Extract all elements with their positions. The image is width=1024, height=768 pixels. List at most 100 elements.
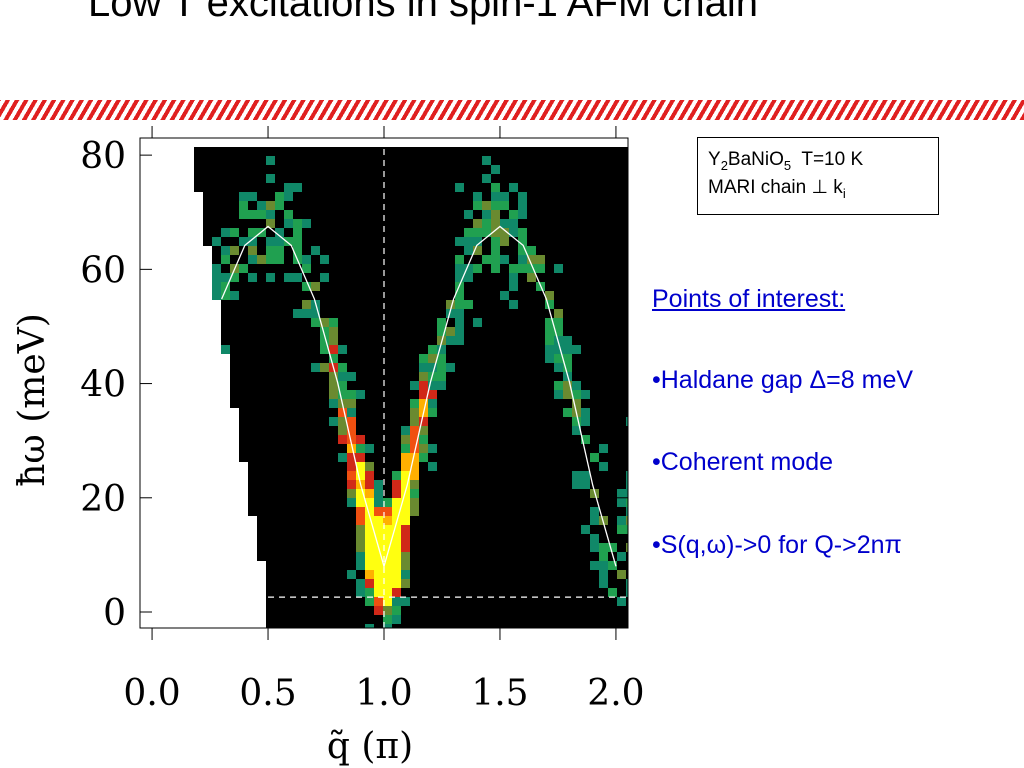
heat-cell bbox=[356, 570, 365, 579]
heat-cell bbox=[356, 282, 365, 291]
heat-cell bbox=[410, 408, 419, 417]
heat-cell bbox=[500, 408, 509, 417]
heat-cell bbox=[248, 309, 257, 318]
heat-cell bbox=[608, 273, 617, 282]
heat-cell bbox=[212, 246, 221, 255]
heat-cell bbox=[599, 408, 608, 417]
heat-cell bbox=[599, 543, 608, 552]
heat-cell bbox=[392, 264, 401, 273]
heat-cell bbox=[626, 507, 628, 516]
heat-cell bbox=[437, 507, 446, 516]
heat-cell bbox=[392, 453, 401, 462]
heat-cell bbox=[590, 327, 599, 336]
heat-cell bbox=[329, 336, 338, 345]
heat-cell bbox=[257, 480, 266, 489]
heat-cell bbox=[374, 435, 383, 444]
heat-cell bbox=[437, 552, 446, 561]
heat-cell bbox=[329, 606, 338, 615]
heat-cell bbox=[464, 381, 473, 390]
heat-cell bbox=[545, 597, 554, 606]
legend-sub: i bbox=[842, 185, 846, 201]
heat-cell bbox=[365, 624, 374, 628]
heat-cell bbox=[212, 264, 221, 273]
heat-cell bbox=[419, 435, 428, 444]
heat-cell bbox=[482, 579, 491, 588]
heat-cell bbox=[266, 570, 275, 579]
heat-cell bbox=[275, 516, 284, 525]
heat-cell bbox=[437, 570, 446, 579]
heat-cell bbox=[401, 435, 410, 444]
heat-cell bbox=[446, 264, 455, 273]
heat-cell bbox=[527, 597, 536, 606]
heat-cell bbox=[428, 354, 437, 363]
heat-cell bbox=[266, 210, 275, 219]
heat-cell bbox=[491, 408, 500, 417]
heat-cell bbox=[401, 336, 410, 345]
heat-cell bbox=[617, 480, 626, 489]
heat-cell bbox=[203, 237, 212, 246]
heat-cell bbox=[347, 300, 356, 309]
heat-cell bbox=[365, 507, 374, 516]
heat-cell bbox=[311, 381, 320, 390]
heat-cell bbox=[311, 579, 320, 588]
heat-cell bbox=[527, 192, 536, 201]
heat-cell bbox=[320, 561, 329, 570]
heat-cell bbox=[581, 615, 590, 624]
heat-cell bbox=[599, 264, 608, 273]
heat-cell bbox=[608, 525, 617, 534]
heat-cell bbox=[311, 309, 320, 318]
heat-cell bbox=[536, 363, 545, 372]
heat-cell bbox=[347, 561, 356, 570]
heat-cell bbox=[545, 579, 554, 588]
heat-cell bbox=[257, 174, 266, 183]
heat-cell bbox=[581, 390, 590, 399]
heat-cell bbox=[491, 372, 500, 381]
heat-cell bbox=[608, 570, 617, 579]
heat-cell bbox=[536, 426, 545, 435]
heat-cell bbox=[473, 318, 482, 327]
heat-cell bbox=[518, 291, 527, 300]
heat-cell bbox=[347, 372, 356, 381]
heat-cell bbox=[356, 615, 365, 624]
heat-cell bbox=[383, 390, 392, 399]
heat-cell bbox=[230, 147, 239, 156]
heat-cell bbox=[365, 462, 374, 471]
heat-cell bbox=[293, 543, 302, 552]
heat-cell bbox=[446, 624, 455, 628]
heat-cell bbox=[554, 417, 563, 426]
heat-cell bbox=[464, 534, 473, 543]
heat-cell bbox=[347, 597, 356, 606]
heat-cell bbox=[401, 354, 410, 363]
heat-cell bbox=[284, 291, 293, 300]
heat-cell bbox=[446, 615, 455, 624]
heat-cell bbox=[428, 597, 437, 606]
heat-cell bbox=[392, 192, 401, 201]
heat-cell bbox=[545, 498, 554, 507]
heat-cell bbox=[590, 507, 599, 516]
heat-cell bbox=[284, 156, 293, 165]
heat-cell bbox=[419, 300, 428, 309]
heat-cell bbox=[500, 480, 509, 489]
heat-cell bbox=[347, 255, 356, 264]
heat-cell bbox=[410, 552, 419, 561]
heat-cell bbox=[284, 201, 293, 210]
heat-cell bbox=[599, 471, 608, 480]
heat-cell bbox=[320, 462, 329, 471]
heat-cell bbox=[536, 201, 545, 210]
heat-cell bbox=[365, 327, 374, 336]
heat-cell bbox=[347, 570, 356, 579]
heat-cell bbox=[527, 282, 536, 291]
heat-cell bbox=[266, 543, 275, 552]
heat-cell bbox=[266, 462, 275, 471]
heat-cell bbox=[401, 444, 410, 453]
heat-cell bbox=[347, 273, 356, 282]
heat-cell bbox=[275, 201, 284, 210]
heat-cell bbox=[311, 507, 320, 516]
heat-cell bbox=[365, 354, 374, 363]
heat-cell bbox=[338, 480, 347, 489]
heat-cell bbox=[464, 264, 473, 273]
heat-cell bbox=[311, 228, 320, 237]
heat-cell bbox=[329, 471, 338, 480]
heat-cell bbox=[590, 183, 599, 192]
heat-cell bbox=[338, 174, 347, 183]
